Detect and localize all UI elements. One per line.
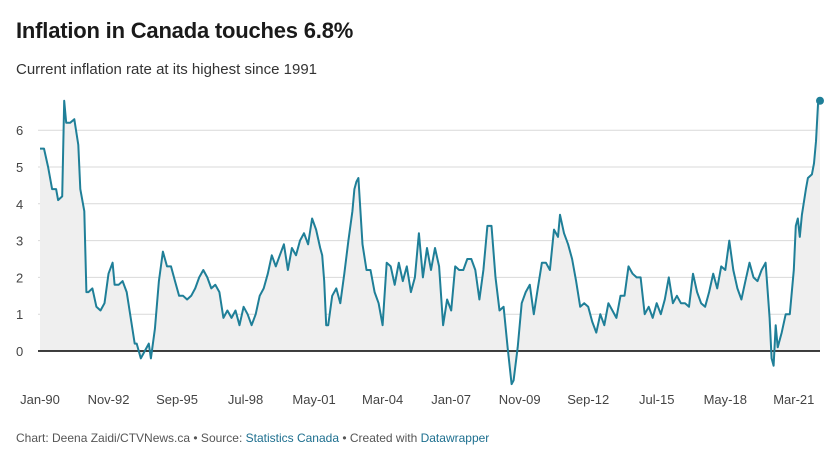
y-tick-label: 3 — [16, 234, 23, 249]
x-tick-label: Sep-12 — [567, 392, 609, 407]
series-line — [40, 99, 821, 386]
datawrapper-link[interactable]: Datawrapper — [420, 431, 490, 445]
x-tick-label: Jan-90 — [20, 392, 60, 407]
y-tick-label: 2 — [16, 270, 23, 285]
source-link[interactable]: Statistics Canada — [245, 431, 340, 445]
x-tick-label: Sep-95 — [156, 392, 198, 407]
x-tick-label: Mar-04 — [362, 392, 403, 407]
y-tick-label: 5 — [16, 160, 23, 175]
x-tick-label: Jan-07 — [431, 392, 471, 407]
chart-subtitle: Current inflation rate at its highest si… — [16, 61, 318, 78]
y-tick-label: 6 — [16, 123, 23, 138]
footer-credit: Chart: Deena Zaidi/CTVNews.ca • Source: — [16, 431, 246, 445]
chart-footer: Chart: Deena Zaidi/CTVNews.ca • Source: … — [16, 431, 489, 445]
area-fill — [40, 100, 820, 385]
y-tick-label: 0 — [16, 344, 23, 359]
chart-title: Inflation in Canada touches 6.8% — [16, 18, 354, 43]
latest-value-dot[interactable] — [816, 96, 824, 105]
x-tick-label: May-18 — [704, 392, 747, 407]
x-tick-label: May-01 — [292, 392, 335, 407]
x-tick-label: Nov-09 — [499, 392, 541, 407]
x-tick-labels: Jan-90 Nov-92 Sep-95 Jul-98 May-01 Mar-04 Jan-… — [20, 392, 814, 407]
x-tick-label: Nov-92 — [88, 392, 130, 407]
x-tick-label: Jul-98 — [228, 392, 263, 407]
footer-middle: • Created with — [339, 431, 421, 445]
y-tick-label: 1 — [16, 307, 23, 322]
y-tick-label: 4 — [16, 197, 23, 212]
x-tick-label: Mar-21 — [773, 392, 814, 407]
x-tick-label: Jul-15 — [639, 392, 674, 407]
y-tick-labels: 0 1 2 3 4 5 6 — [16, 123, 23, 359]
